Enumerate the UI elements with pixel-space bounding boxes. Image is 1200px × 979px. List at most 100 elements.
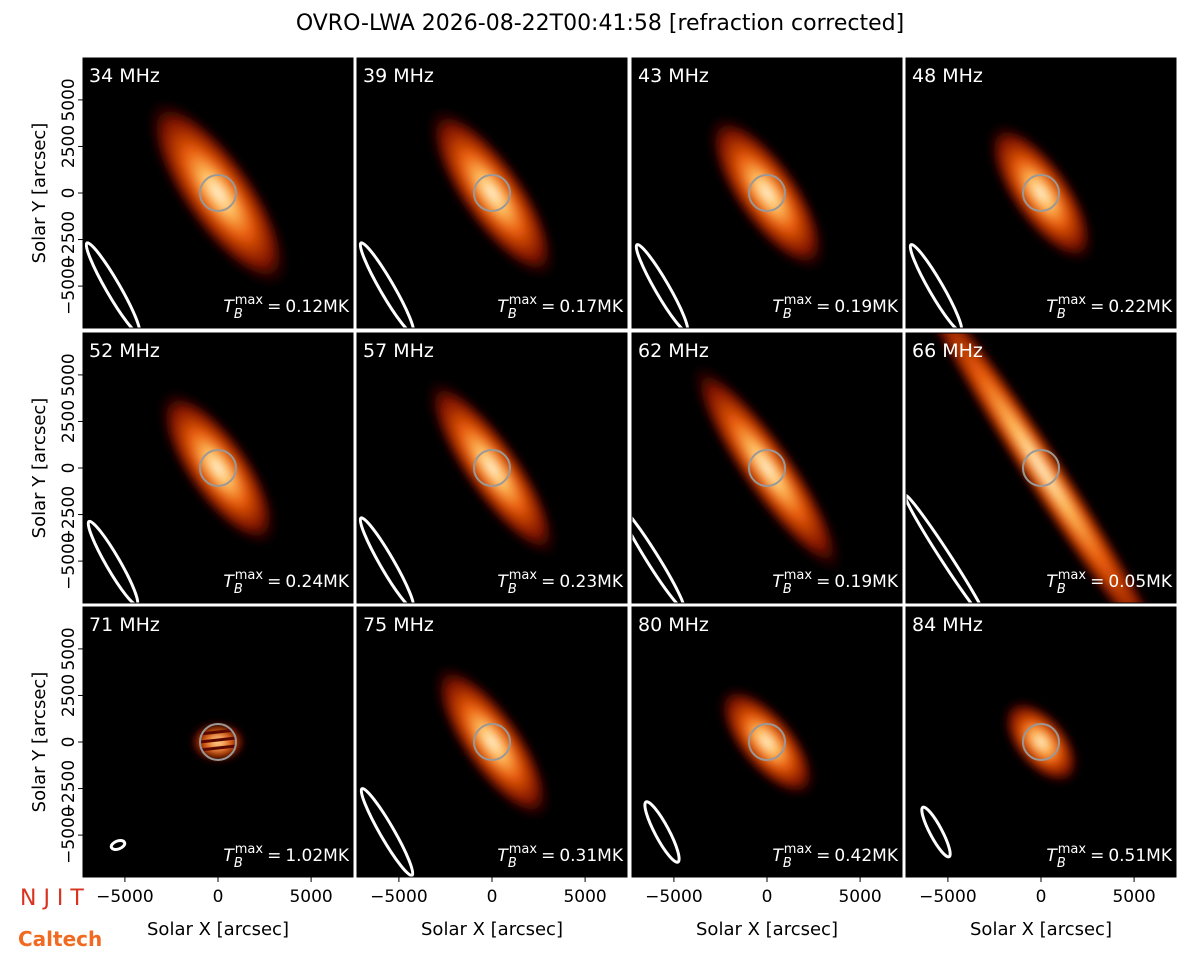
emission [716,685,818,799]
beam [906,493,989,603]
tb-sub: B [508,582,517,597]
emission [688,360,846,576]
panel: 80 MHz TBmax = 0.42MK [632,607,902,877]
freq-label: 75 MHz [363,614,434,636]
y-tick-label: −2500 [59,486,79,544]
tb-unit: MK [1146,297,1173,317]
y-axis-label: Solar Y [arcsec] [29,123,50,264]
panel: 34 MHz TBmax = 0.12MK [83,58,353,328]
x-tick-label: −5000 [370,887,428,907]
solar-disk [1022,723,1060,761]
tb-unit: MK [323,572,350,592]
beam [359,787,415,877]
panel-frame [356,332,628,604]
freq-label: 62 MHz [638,340,709,362]
panel-frame [905,332,1177,604]
tb-sup: max [509,293,538,308]
panel-frame [631,332,903,604]
tb-symbol: T [772,297,784,317]
x-tick-label: −5000 [919,887,977,907]
panel: 57 MHz TBmax = 0.23MK [357,333,627,603]
y-tick-label: −5000 [59,257,79,315]
freq-label: 34 MHz [89,65,160,87]
emission [985,120,1097,266]
tb-value: 0.05 [1108,572,1146,592]
freq-label: 71 MHz [89,614,160,636]
beam [358,241,416,328]
beam [643,800,681,864]
beam [109,839,127,851]
y-tick-label: 5000 [59,78,79,121]
tb-sub: B [508,856,517,871]
tb-sup: max [1058,293,1087,308]
emission [190,722,246,762]
panel: 43 MHz TBmax = 0.19MK [632,58,902,328]
tb-label: TBmax = 0.17MK [497,293,623,322]
tb-value: 0.17 [559,297,597,317]
tb-eq: = [1090,846,1104,866]
freq-label: 84 MHz [912,614,983,636]
tb-eq: = [1090,297,1104,317]
tb-sup: max [235,842,264,857]
y-tick-label: 5000 [59,353,79,396]
y-tick-label: −5000 [59,532,79,590]
tb-unit: MK [597,297,624,317]
emission [156,387,280,549]
tb-sub: B [234,582,243,597]
y-tick-label: −2500 [59,211,79,269]
solar-disk [473,449,511,487]
x-tick-label: 0 [1036,887,1047,907]
tb-eq: = [267,846,281,866]
freq-label: 57 MHz [363,340,434,362]
tb-sub: B [783,856,792,871]
tb-sub: B [234,307,243,322]
solar-disk [199,723,237,761]
fringe [199,736,237,744]
panel: 84 MHz TBmax = 0.51MK [906,607,1176,877]
emission [424,376,560,560]
solar-disk [1022,449,1060,487]
y-tick-label: 0 [59,188,79,199]
tb-eq: = [267,572,281,592]
tb-sup: max [509,842,538,857]
tb-symbol: T [772,846,784,866]
y-tick-label: −5000 [59,806,79,864]
tb-value: 0.23 [559,572,597,592]
solar-disk [1022,174,1060,212]
tb-sub: B [1057,582,1066,597]
tb-unit: MK [872,846,899,866]
x-tick-label: 0 [762,887,773,907]
freq-label: 39 MHz [363,65,434,87]
x-axis-label: Solar X [arcsec] [421,919,563,940]
solar-disk [748,174,786,212]
panel: 62 MHz TBmax = 0.19MK [632,333,902,603]
tb-value: 0.31 [559,846,597,866]
tb-value: 0.42 [834,846,872,866]
x-tick-label: 5000 [563,887,606,907]
tb-label: TBmax = 0.51MK [1046,842,1172,871]
tb-sup: max [235,568,264,583]
tb-label: TBmax = 0.22MK [1046,293,1172,322]
tb-label: TBmax = 0.05MK [1046,568,1172,597]
tb-sup: max [1058,842,1087,857]
tb-unit: MK [323,297,350,317]
tb-symbol: T [1046,297,1058,317]
y-tick-label: 5000 [59,627,79,670]
y-tick-label: 2500 [59,400,79,443]
tb-unit: MK [872,572,899,592]
tb-unit: MK [1146,846,1173,866]
tb-symbol: T [1046,572,1058,592]
tb-unit: MK [872,297,899,317]
tb-label: TBmax = 0.31MK [497,842,623,871]
solar-disk [748,723,786,761]
tb-sub: B [1057,307,1066,322]
beam [920,805,952,859]
solar-disk [473,723,511,761]
tb-eq: = [541,297,555,317]
x-tick-label: −5000 [645,887,703,907]
solar-disk [748,449,786,487]
freq-label: 52 MHz [89,340,160,362]
tb-sub: B [1057,856,1066,871]
beam [632,505,686,603]
